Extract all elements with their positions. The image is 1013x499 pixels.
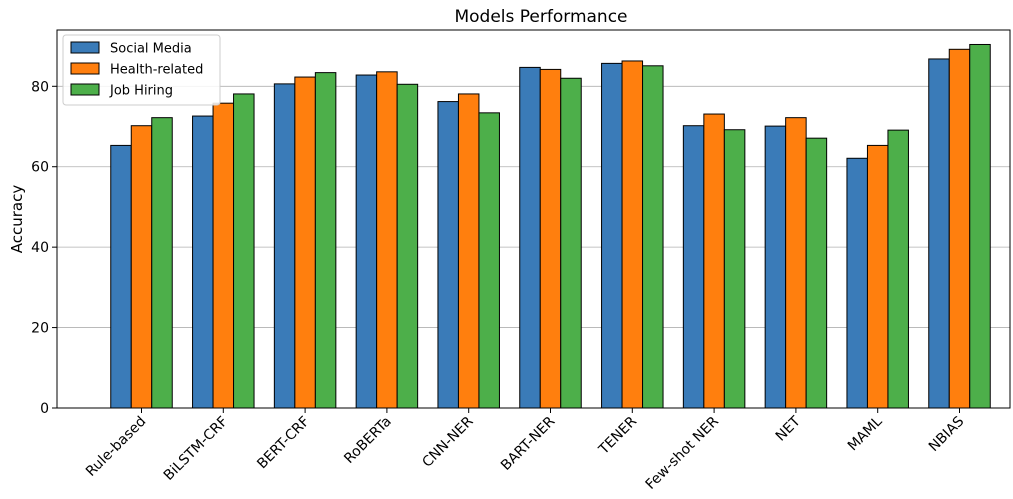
y-tick-label: 0 [40,401,49,417]
legend-swatch [70,62,100,75]
bar [110,144,132,409]
bar [805,137,828,409]
bar [212,102,235,409]
x-tick-label: BiLSTM-CRF [161,414,231,484]
x-tick-label: BART-NER [498,413,558,473]
legend-label: Social Media [110,42,192,57]
bar [703,113,725,409]
bar [457,93,480,409]
legend-label: Job Hiring [109,84,173,99]
bar [846,157,868,409]
bar [151,117,173,409]
y-tick-label: 60 [31,160,49,176]
bar [642,65,664,409]
y-axis-ticks: 0 20 40 60 80 [31,79,57,417]
bar [519,66,541,409]
bar [887,129,909,409]
x-tick-label: NET [773,413,804,444]
legend-swatch [70,83,100,96]
bar [866,144,889,409]
bar [130,125,153,409]
x-axis-ticks: Rule-based BiLSTM-CRF BERT-CRF RoBERTa CNN-N… [83,408,967,493]
legend-label: Health-related [110,63,203,78]
x-tick-label: CNN-NER [419,413,476,470]
y-tick-label: 20 [31,321,49,337]
x-tick-label: NBIAS [926,413,968,455]
bar [948,48,971,409]
x-tick-label: Rule-based [83,414,149,480]
bar [682,125,705,409]
plot-frame [56,29,1011,409]
bar [764,125,787,409]
x-tick-label: BERT-CRF [254,414,313,473]
x-tick-label: MAML [845,413,886,454]
bar [314,72,337,409]
bar [233,93,255,409]
bar [478,112,500,409]
chart-title: Models Performance [454,7,627,27]
x-tick-label: Few-shot NER [643,413,722,492]
bar [192,115,214,409]
bar [437,101,459,409]
bar [969,43,991,409]
y-tick-label: 80 [31,79,49,95]
y-axis-label: Accuracy [8,185,26,254]
bar [723,129,746,409]
legend-swatch [70,41,100,54]
x-tick-label: TENER [595,413,640,458]
bar [376,71,398,409]
bar [560,77,582,409]
bar [601,62,623,409]
bar [785,117,807,409]
bar [273,83,296,409]
bars [110,43,991,409]
bar [355,74,378,409]
x-tick-label: RoBERTa [341,414,394,467]
bar [396,83,419,409]
legend: Social Media Health-related Job Hiring [62,34,221,106]
legend-frame [62,34,221,106]
bar [928,58,950,409]
bar [294,76,316,409]
bar [621,60,644,409]
y-tick-label: 40 [31,240,49,256]
bar [539,68,562,409]
